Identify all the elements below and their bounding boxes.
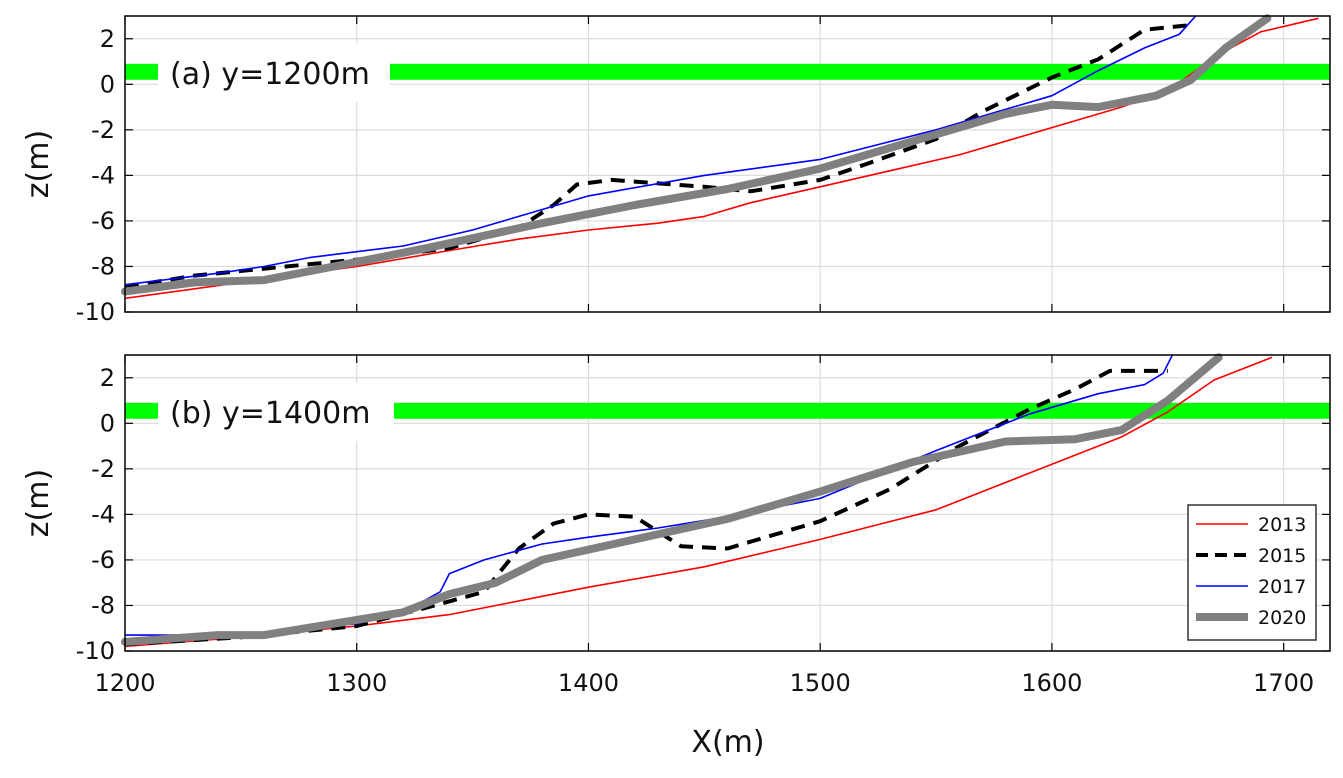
legend-entries: 2013 2015 2017 2020 (1196, 514, 1306, 629)
x-axis-label: X(m) (691, 725, 764, 760)
panel-b-y-tick-label: -8 (91, 591, 115, 619)
legend: 2013 2015 2017 2020 (1187, 504, 1317, 641)
panel-b-y-ticks: 2 0 -2 -4 -6 -8 -10 (76, 364, 1330, 665)
panel-b-y-axis-label: z(m) (21, 469, 56, 537)
x-tick-label: 1200 (94, 669, 155, 697)
legend-box (1187, 504, 1317, 641)
panel-a-series (121, 14, 1319, 300)
panel-b-y-tick-label: -4 (91, 500, 115, 528)
panel-a-y-tick-label: 2 (100, 25, 115, 53)
panel-a-label: (a) y=1200m (170, 57, 370, 92)
panel-b-x-ticks: 1200 1300 1400 1500 1600 1700 (94, 355, 1314, 697)
legend-label-2013: 2013 (1258, 514, 1306, 536)
legend-label-2017: 2017 (1258, 576, 1306, 598)
panel-b-y-tick-label: 2 (100, 364, 115, 392)
x-tick-label: 1500 (790, 669, 851, 697)
x-tick-label: 1400 (558, 669, 619, 697)
panel-a-y-axis-label: z(m) (21, 130, 56, 198)
panel-b-series-2013 (124, 356, 1273, 648)
panel-b-label-box: (b) y=1400m (158, 383, 394, 441)
panel-a-y-tick-label: -8 (91, 252, 115, 280)
panel-a-y-tick-label: -4 (91, 161, 115, 189)
panel-b-frame (124, 354, 1331, 652)
panel-a-y-ticks: 2 0 -2 -4 -6 -8 -10 (76, 16, 1330, 326)
panel-a: (a) y=1200m 2 0 -2 -4 -6 -8 -10 z(m) (21, 14, 1331, 326)
panel-b-y-tick-label: -10 (76, 637, 115, 665)
panel-a-y-tick-label: 0 (100, 70, 115, 98)
legend-label-2020: 2020 (1258, 607, 1306, 629)
panel-a-frame (124, 15, 1331, 313)
panel-b-y-tick-label: 0 (100, 409, 115, 437)
panel-b-y-tick-label: -2 (91, 455, 115, 483)
x-tick-label: 1300 (326, 669, 387, 697)
panel-b-series (121, 353, 1273, 648)
x-tick-label: 1700 (1253, 669, 1314, 697)
panel-b-label: (b) y=1400m (170, 396, 370, 431)
panel-a-label-box: (a) y=1200m (158, 44, 390, 102)
panel-a-y-tick-label: -6 (91, 207, 115, 235)
panel-b-series-2015 (124, 368, 1168, 647)
panel-a-y-tick-label: -2 (91, 116, 115, 144)
panel-a-series-2017 (124, 15, 1197, 286)
panel-a-shaded-band (125, 63, 1330, 80)
panel-b-series-2020 (121, 353, 1223, 646)
x-tick-label: 1600 (1021, 669, 1082, 697)
panel-a-band-rect (125, 63, 1330, 80)
panel-a-series-2020 (121, 14, 1272, 296)
panel-b-y-tick-label: -6 (91, 546, 115, 574)
legend-label-2015: 2015 (1258, 545, 1306, 567)
panel-b: (b) y=1400m 2 0 -2 -4 -6 -8 -10 1200 1300 1400 15… (21, 353, 1331, 760)
panel-a-y-tick-label: -10 (76, 298, 115, 326)
